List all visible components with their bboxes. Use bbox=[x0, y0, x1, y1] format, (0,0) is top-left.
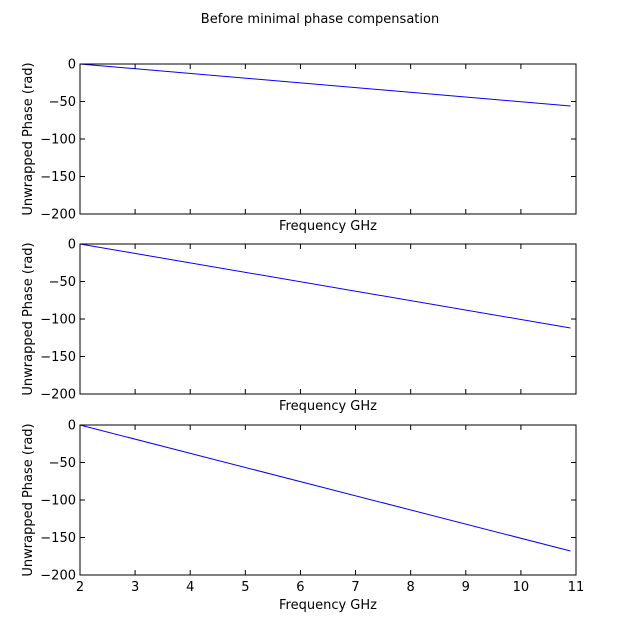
y-tick-label: −100 bbox=[40, 133, 76, 148]
axes-frame bbox=[79, 424, 577, 576]
y-axis-label: Unwrapped Phase (rad) bbox=[21, 242, 36, 395]
axes-container: 0 −50 −100 −150 −200 Frequency GHz Unwrapped P… bbox=[21, 58, 584, 614]
x-tick-label: 8 bbox=[407, 580, 415, 595]
series-line-1 bbox=[79, 243, 571, 329]
series-line-1 bbox=[79, 424, 571, 552]
x-tick-label: 3 bbox=[131, 580, 139, 595]
y-tick-label: −200 bbox=[40, 569, 76, 584]
axes-frame bbox=[79, 243, 577, 395]
x-axis-label: Frequency GHz bbox=[279, 598, 377, 613]
subplot-2: 0 −50 −100 −150 −200 Frequency GHz Unwrapped P… bbox=[21, 238, 577, 414]
x-axis-label: Frequency GHz bbox=[279, 219, 377, 234]
figure-suptitle: Before minimal phase compensation bbox=[201, 12, 439, 27]
x-tick-label: 2 bbox=[76, 580, 84, 595]
y-tick-label: −50 bbox=[49, 95, 76, 110]
y-tick-label: −100 bbox=[40, 494, 76, 509]
axes-frame bbox=[79, 63, 577, 215]
x-tick-label: 5 bbox=[241, 580, 249, 595]
y-axis-label: Unwrapped Phase (rad) bbox=[21, 62, 36, 215]
y-tick-label: 0 bbox=[68, 419, 76, 434]
x-tick-label: 11 bbox=[568, 580, 585, 595]
x-tick-label: 9 bbox=[462, 580, 470, 595]
y-tick-label: −200 bbox=[40, 208, 76, 223]
subplot-1: 0 −50 −100 −150 −200 Frequency GHz Unwrapped P… bbox=[21, 58, 577, 234]
y-tick-label: 0 bbox=[68, 238, 76, 253]
x-axis-label: Frequency GHz bbox=[279, 399, 377, 414]
y-tick-label: 0 bbox=[68, 58, 76, 73]
x-tick-label: 6 bbox=[296, 580, 304, 595]
y-axis-label: Unwrapped Phase (rad) bbox=[21, 423, 36, 576]
y-tick-label: −50 bbox=[49, 456, 76, 471]
y-tick-label: −150 bbox=[40, 170, 76, 185]
x-tick-label: 10 bbox=[513, 580, 530, 595]
y-tick-label: −150 bbox=[40, 531, 76, 546]
x-tick-label: 7 bbox=[351, 580, 359, 595]
y-tick-label: −100 bbox=[40, 313, 76, 328]
x-tick-label: 4 bbox=[186, 580, 194, 595]
y-tick-label: −200 bbox=[40, 388, 76, 403]
y-tick-label: −150 bbox=[40, 350, 76, 365]
series-line-1 bbox=[79, 63, 571, 107]
y-tick-label: −50 bbox=[49, 275, 76, 290]
